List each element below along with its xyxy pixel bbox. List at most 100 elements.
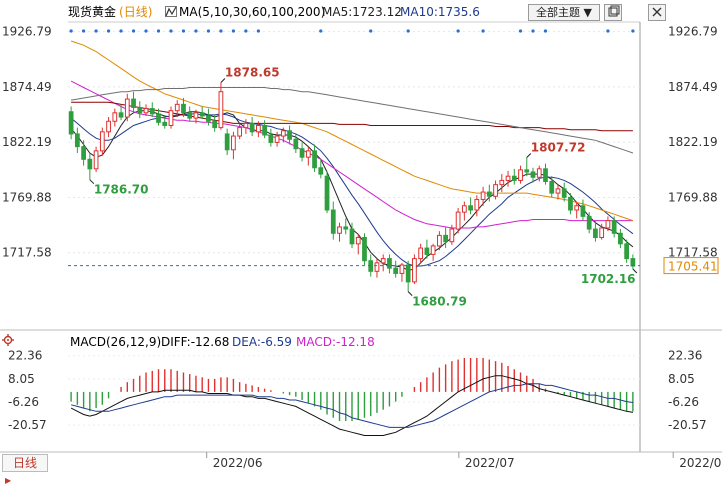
event-dot (119, 29, 123, 33)
candle-up (449, 228, 455, 243)
candle-up (337, 226, 342, 234)
candle-down (81, 146, 86, 160)
price-tick-label-left: 1717.58 (2, 246, 52, 260)
candle-up (168, 110, 174, 126)
candle-up (605, 220, 611, 229)
candle-down (131, 98, 136, 109)
candle-up (461, 205, 467, 213)
macd-diff-line (70, 375, 633, 436)
macd-tick-label-left: -20.57 (8, 418, 47, 432)
candle-up (305, 150, 311, 158)
candle-up (231, 135, 236, 151)
macd-tick-label-left: -6.26 (8, 395, 39, 409)
candle-up (555, 188, 561, 194)
date-axis: 2022/06 2022/07 2022/08 (206, 452, 722, 470)
candle-down (187, 112, 193, 119)
price-tick-label-left: 1874.49 (2, 80, 52, 94)
candle-down (393, 267, 399, 274)
candle-up (256, 124, 261, 133)
candle-up (193, 112, 199, 119)
candle-down (511, 175, 517, 181)
chevron-down-icon: ▼ (583, 6, 592, 19)
candle-up (237, 127, 243, 137)
restore-window-icon[interactable] (604, 4, 622, 21)
settings-gear-icon[interactable] (2, 334, 14, 346)
macd-params[interactable]: MACD(26,12,9) (70, 335, 162, 349)
candle-down (630, 258, 636, 267)
price-annotation-low: 1702.16 (581, 272, 636, 286)
candle-down (524, 169, 530, 173)
event-dot (94, 29, 98, 33)
candle-down (543, 168, 548, 182)
candle-up (430, 245, 436, 255)
event-dot (181, 29, 186, 33)
ma-line-ma200 (71, 87, 634, 154)
annotation-leader (220, 78, 226, 83)
event-dot (231, 29, 236, 33)
candle-up (93, 150, 99, 170)
candle-down (405, 264, 411, 283)
candle-up (599, 227, 605, 238)
event-dot (82, 29, 86, 33)
candle-up (437, 234, 442, 247)
symbol-name: 现货黄金 (68, 5, 117, 19)
candle-down (87, 158, 93, 170)
ma5-value: MA5:1723.12 (322, 5, 402, 19)
candle-down (181, 103, 186, 114)
price-tick-label: 1822.19 (668, 135, 718, 149)
macd-tick-label-left: 8.05 (8, 372, 35, 386)
macd-diff-value: DIFF:-12.68 (161, 335, 230, 349)
candle-up (274, 135, 280, 143)
event-dot (543, 29, 548, 33)
price-tick-label-left: 1822.19 (2, 135, 52, 149)
candle-down (561, 188, 567, 198)
price-tick-label: 1769.88 (668, 190, 718, 204)
period-switch-button[interactable]: 日线 ▶ (2, 454, 48, 485)
price-tick-label-left: 1926.79 (2, 25, 52, 39)
macd-tick-label-left: 22.36 (8, 349, 42, 363)
event-dot (156, 29, 161, 33)
price-annotation-low: 1680.79 (412, 295, 467, 309)
event-dot (631, 29, 635, 33)
candle-up (106, 120, 111, 133)
candle-up (355, 236, 361, 245)
close-icon[interactable] (648, 4, 666, 21)
candle-up (280, 130, 286, 137)
candle-up (174, 103, 180, 112)
candle-down (224, 133, 230, 151)
event-dot (531, 29, 535, 33)
candle-up (474, 198, 480, 211)
theme-dropdown[interactable]: 全部主题 ▼ (528, 4, 600, 21)
annotation-leader (407, 291, 413, 296)
period-label[interactable]: (日线) (119, 0, 152, 24)
date-tick-label: 2022/06 (213, 456, 263, 470)
date-tick-label: 2022/08 (679, 456, 722, 470)
ma-line-ma60 (70, 40, 634, 222)
candle-down (262, 124, 267, 136)
main-grid (0, 21, 722, 453)
candlestick-chart: 1786.70 1878.65 1680.79 1807.72 1702.16 1926… (0, 21, 722, 470)
ma-params-label[interactable]: MA(5,10,30,60,100,200) (179, 5, 326, 19)
price-annotation-low: 1786.70 (94, 183, 149, 197)
macd-tick-label: 8.05 (668, 372, 695, 386)
period-switch-label: 日线 (13, 456, 38, 470)
ma10-value: MA10:1735.6 (400, 5, 480, 19)
candle-down (149, 108, 155, 115)
candle-down (118, 112, 124, 118)
event-dot (518, 29, 523, 33)
candle-down (318, 167, 324, 175)
macd-tick-label: -6.26 (668, 395, 699, 409)
event-markers (69, 29, 635, 33)
price-tick-label: 1926.79 (668, 25, 718, 39)
candle-down (468, 205, 473, 211)
macd-lines (70, 375, 633, 436)
annotation-leader (526, 153, 532, 158)
candle-down (549, 180, 555, 194)
candle-down (568, 196, 573, 211)
period-text: 日线 (123, 5, 148, 19)
candle-down (287, 130, 292, 140)
candle-up (574, 205, 580, 211)
candle-up (99, 131, 105, 152)
event-dot (106, 29, 111, 33)
candle-up (518, 169, 523, 181)
